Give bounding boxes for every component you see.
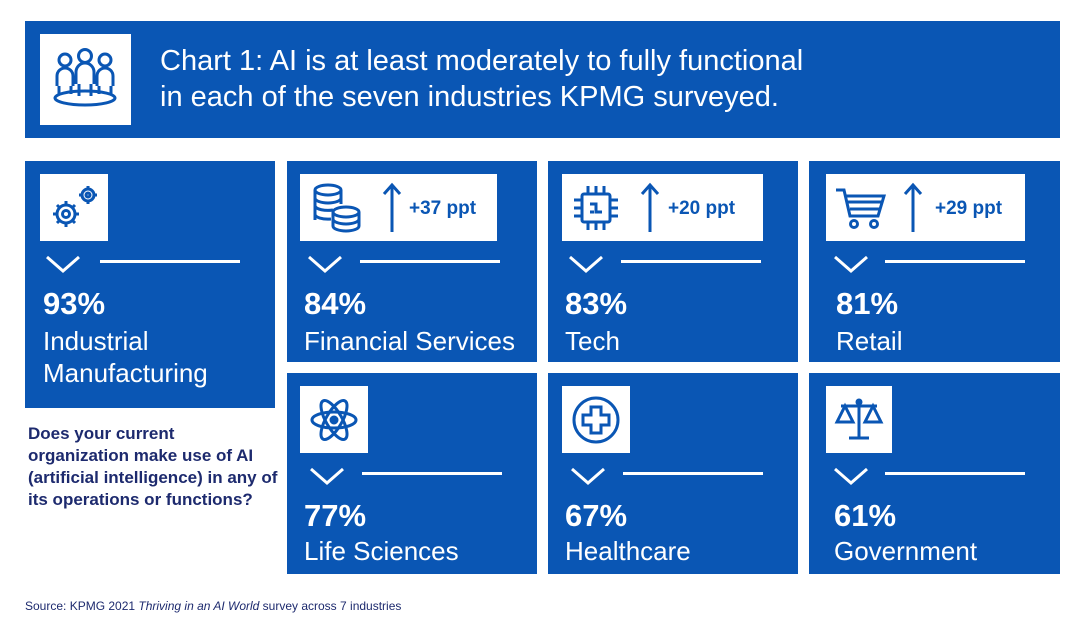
- chevron-down-icon: [834, 467, 868, 485]
- divider-line: [360, 260, 500, 263]
- title-line-1: Chart 1: AI is at least moderately to fu…: [160, 45, 804, 77]
- arrow-up-icon: [903, 182, 923, 232]
- chart-header: Chart 1: AI is at least moderately to fu…: [25, 21, 1060, 138]
- tile-retail: +29 ppt 81% Retail: [809, 161, 1060, 362]
- industry-name: Healthcare: [565, 536, 691, 566]
- percentage-value: 61%: [834, 498, 897, 533]
- icon-box: [826, 386, 892, 453]
- chevron-down-icon: [569, 255, 603, 273]
- chevron-down-icon: [308, 255, 342, 273]
- industry-name: Life Sciences: [304, 536, 459, 566]
- source-prefix: Source: KPMG 2021: [25, 599, 139, 613]
- icon-box: +29 ppt: [826, 174, 1025, 241]
- industry-name: Retail: [836, 326, 903, 356]
- atom-icon: [310, 399, 358, 441]
- divider-line: [885, 260, 1025, 263]
- tile-healthcare: 67% Healthcare: [548, 373, 798, 574]
- percentage-value: 93%: [43, 286, 106, 321]
- percentage-value: 77%: [304, 498, 367, 533]
- arrow-up-icon: [640, 182, 660, 232]
- chevron-down-icon: [46, 255, 80, 273]
- chevron-down-icon: [571, 467, 605, 485]
- tile-industrial-manufacturing: 93% Industrial Manufacturing: [25, 161, 275, 408]
- percentage-value: 83%: [565, 286, 628, 321]
- tile-tech: +20 ppt 83% Tech: [548, 161, 798, 362]
- change-label: +29 ppt: [935, 198, 1003, 219]
- tile-financial-services: +37 ppt 84% Financial Services: [287, 161, 537, 362]
- scales-icon: [834, 398, 884, 440]
- arrow-up-icon: [382, 182, 402, 232]
- divider-line: [623, 472, 763, 475]
- icon-box: [300, 386, 368, 453]
- industry-name-line-1: Industrial: [43, 326, 149, 356]
- source-title: Thriving in an AI World: [138, 599, 260, 613]
- header-icon-box: [40, 34, 131, 125]
- industry-name: Tech: [565, 326, 620, 356]
- divider-line: [362, 472, 502, 475]
- industry-name: Government: [834, 536, 978, 566]
- percentage-value: 84%: [304, 286, 367, 321]
- tile-government: 61% Government: [809, 373, 1060, 574]
- chip-icon: [574, 186, 618, 230]
- chevron-down-icon: [834, 255, 868, 273]
- icon-box: [562, 386, 630, 453]
- change-label: +20 ppt: [668, 198, 736, 219]
- cart-icon: [836, 188, 887, 229]
- chart-title: Chart 1: AI is at least moderately to fu…: [160, 43, 1040, 115]
- icon-box: [40, 174, 108, 241]
- source-note: Source: KPMG 2021 Thriving in an AI Worl…: [25, 599, 401, 613]
- divider-line: [100, 260, 240, 263]
- percentage-value: 67%: [565, 498, 628, 533]
- divider-line: [621, 260, 761, 263]
- tile-life-sciences: 77% Life Sciences: [287, 373, 537, 574]
- icon-box: +37 ppt: [300, 174, 497, 241]
- people-group-icon: [53, 48, 117, 107]
- coins-icon: [313, 183, 361, 233]
- icon-box: +20 ppt: [562, 174, 763, 241]
- industry-name-line-2: Manufacturing: [43, 358, 208, 388]
- gears-icon: [53, 186, 97, 227]
- survey-question: Does your current organization make use …: [28, 424, 278, 509]
- percentage-value: 81%: [836, 286, 899, 321]
- medical-cross-icon: [572, 396, 620, 444]
- change-label: +37 ppt: [409, 198, 477, 219]
- chevron-down-icon: [310, 467, 344, 485]
- industry-name: Industrial Manufacturing: [43, 325, 208, 389]
- industry-name: Financial Services: [304, 326, 515, 356]
- divider-line: [885, 472, 1025, 475]
- title-line-2: in each of the seven industries KPMG sur…: [160, 81, 779, 113]
- source-suffix: survey across 7 industries: [259, 599, 402, 613]
